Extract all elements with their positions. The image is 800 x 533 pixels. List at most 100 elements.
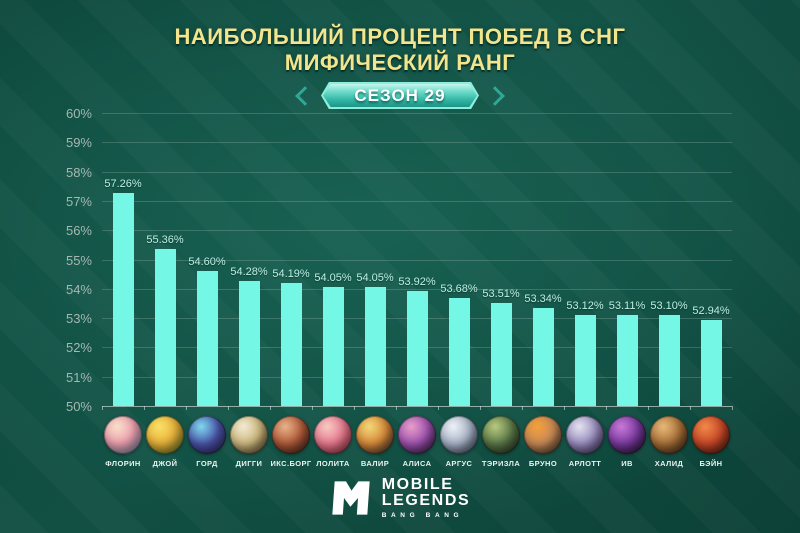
hero-avatar — [272, 416, 310, 454]
bar-value-label: 53.10% — [650, 300, 688, 312]
chevron-right-icon — [485, 85, 505, 106]
x-axis-tick — [396, 406, 397, 410]
hero-avatar — [692, 416, 730, 454]
hero-avatar — [314, 416, 352, 454]
x-axis-tick — [102, 406, 103, 410]
y-axis-tick-label: 56% — [65, 223, 92, 238]
hero-avatar — [230, 416, 268, 454]
hero-avatar — [524, 416, 562, 454]
hero-column: ВАЛИР — [354, 416, 396, 468]
hero-column: БРУНО — [522, 416, 564, 468]
bar-value-label: 53.11% — [608, 300, 646, 312]
hero-name-label: БЭЙН — [699, 459, 723, 468]
x-axis-tick — [480, 406, 481, 410]
bar-column: 52.94% — [690, 305, 732, 406]
x-axis-tick — [438, 406, 439, 410]
bar — [490, 303, 512, 406]
x-axis-tick — [606, 406, 607, 410]
hero-column: АРГУС — [438, 416, 480, 468]
hero-column: ХАЛИД — [648, 416, 690, 468]
logo-legends-text: LEGENDS — [381, 492, 471, 510]
bar — [616, 315, 638, 406]
bar-value-label: 53.51% — [482, 288, 520, 300]
hero-column: ГОРД — [186, 416, 228, 468]
season-badge: СЕЗОН 29 — [321, 82, 479, 109]
hero-avatar — [104, 416, 142, 454]
bar — [196, 271, 218, 406]
hero-avatar — [608, 416, 646, 454]
hero-avatar — [482, 416, 520, 454]
y-axis-tick-label: 51% — [65, 370, 92, 385]
bar-column: 54.19% — [270, 268, 312, 406]
hero-name-label: АРЛОТТ — [568, 459, 602, 468]
bar — [238, 281, 260, 406]
y-axis-tick-label: 59% — [65, 135, 92, 150]
hero-avatar — [650, 416, 688, 454]
bar — [280, 283, 302, 406]
x-axis-tick — [648, 406, 649, 410]
bars-row: 57.26% 55.36% 54.60% 54.28% 54.19% 54.05% 54.0… — [102, 113, 732, 406]
hero-avatar — [146, 416, 184, 454]
hero-column: ДИГГИ — [228, 416, 270, 468]
season-badge-row: СЕЗОН 29 — [0, 82, 800, 109]
gridline — [102, 142, 732, 143]
bar-column: 53.11% — [606, 300, 648, 406]
bar-column: 57.26% — [102, 178, 144, 406]
hero-name-label: ХАЛИД — [654, 459, 684, 468]
chart-title-line1: НАИБОЛЬШИЙ ПРОЦЕНТ ПОБЕД В СНГ — [174, 24, 626, 49]
bar-value-label: 54.28% — [230, 266, 268, 278]
hero-name-label: ЛОЛИТА — [316, 459, 350, 468]
x-axis-tick — [354, 406, 355, 410]
bar — [700, 320, 722, 406]
hero-column: ФЛОРИН — [102, 416, 144, 468]
bar — [406, 291, 428, 406]
hero-name-label: ДЖОЙ — [152, 459, 178, 468]
hero-avatar — [440, 416, 478, 454]
bar — [322, 287, 344, 406]
hero-name-label: ИКС.БОРГ — [270, 459, 312, 468]
chevron-left-icon — [295, 85, 315, 106]
bar-value-label: 54.19% — [272, 268, 310, 280]
y-axis-tick-label: 50% — [65, 399, 92, 414]
bar-value-label: 53.12% — [566, 300, 604, 312]
y-axis-tick-label: 57% — [65, 194, 92, 209]
x-axis-tick — [228, 406, 229, 410]
mlbb-m-icon — [332, 481, 370, 515]
bar-column: 54.05% — [312, 272, 354, 406]
chart-title-line2: МИФИЧЕСКИЙ РАНГ — [284, 50, 516, 75]
bar-column: 53.92% — [396, 276, 438, 406]
gridline — [102, 230, 732, 231]
hero-name-label: АЛИСА — [402, 459, 432, 468]
bar-value-label: 52.94% — [692, 305, 730, 317]
hero-column: АЛИСА — [396, 416, 438, 468]
hero-name-label: ТЭРИЗЛА — [481, 459, 521, 468]
bar-column: 55.36% — [144, 234, 186, 406]
bar-value-label: 54.60% — [188, 256, 226, 268]
hero-column: БЭЙН — [690, 416, 732, 468]
bar — [364, 287, 386, 406]
x-axis-tick — [144, 406, 145, 410]
bar — [532, 308, 554, 406]
hero-column: ИКС.БОРГ — [270, 416, 312, 468]
bar-column: 53.10% — [648, 300, 690, 406]
hero-avatar — [356, 416, 394, 454]
y-axis-tick-label: 60% — [65, 106, 92, 121]
x-axis-tick — [186, 406, 187, 410]
y-axis-tick-label: 55% — [65, 253, 92, 268]
mlbb-logo-text: MOBILE LEGENDS BANG BANG — [381, 476, 471, 519]
hero-name-label: ВАЛИР — [360, 459, 390, 468]
bar-column: 53.34% — [522, 293, 564, 406]
bar-value-label: 54.05% — [314, 272, 352, 284]
hero-avatar — [188, 416, 226, 454]
hero-column: ЛОЛИТА — [312, 416, 354, 468]
hero-column: ДЖОЙ — [144, 416, 186, 468]
season-badge-inner: СЕЗОН 29 — [323, 84, 477, 107]
hero-name-label: ГОРД — [196, 459, 218, 468]
hero-column: ТЭРИЗЛА — [480, 416, 522, 468]
mlbb-logo: MOBILE LEGENDS BANG BANG — [0, 476, 800, 519]
y-axis-tick-label: 52% — [65, 340, 92, 355]
bar-column: 54.05% — [354, 272, 396, 406]
gridline — [102, 260, 732, 261]
plot-area: 60% 59% 58% 57% 56% 55% 54% 53% 52% 51% 50% 57.26% 5… — [66, 106, 733, 414]
